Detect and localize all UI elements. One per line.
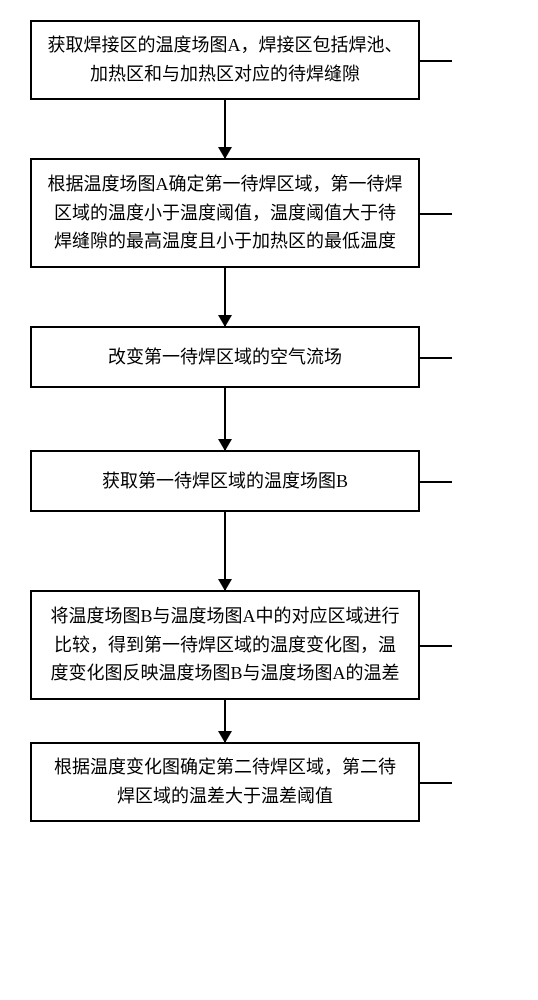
step-box-50: 将温度场图B与温度场图A中的对应区域进行比较，得到第一待焊区域的温度变化图，温度…: [30, 590, 420, 700]
step-text: 根据温度场图A确定第一待焊区域，第一待焊区域的温度小于温度阈值，温度阈值大于待焊…: [46, 170, 404, 256]
step-text: 获取焊接区的温度场图A，焊接区包括焊池、加热区和与加热区对应的待焊缝隙: [46, 31, 404, 89]
flow-step: 获取第一待焊区域的温度场图B 40: [30, 450, 510, 512]
step-text: 改变第一待焊区域的空气流场: [108, 343, 342, 372]
flow-arrow: [224, 388, 226, 450]
flow-arrow: [224, 268, 226, 326]
step-box-30: 改变第一待焊区域的空气流场: [30, 326, 420, 388]
label-connector: [420, 213, 452, 215]
flow-step: 获取焊接区的温度场图A，焊接区包括焊池、加热区和与加热区对应的待焊缝隙 10: [30, 20, 510, 100]
step-box-20: 根据温度场图A确定第一待焊区域，第一待焊区域的温度小于温度阈值，温度阈值大于待焊…: [30, 158, 420, 268]
label-connector: [420, 481, 452, 483]
flow-arrow: [224, 100, 226, 158]
label-connector: [420, 357, 452, 359]
flow-step: 将温度场图B与温度场图A中的对应区域进行比较，得到第一待焊区域的温度变化图，温度…: [30, 590, 510, 700]
flowchart-container: 获取焊接区的温度场图A，焊接区包括焊池、加热区和与加热区对应的待焊缝隙 10 根…: [30, 20, 510, 822]
flow-arrow: [224, 512, 226, 590]
step-text: 获取第一待焊区域的温度场图B: [102, 467, 348, 496]
flow-step: 根据温度场图A确定第一待焊区域，第一待焊区域的温度小于温度阈值，温度阈值大于待焊…: [30, 158, 510, 268]
flow-arrow: [224, 700, 226, 742]
label-connector: [420, 782, 452, 784]
flow-step: 改变第一待焊区域的空气流场 30: [30, 326, 510, 388]
step-box-10: 获取焊接区的温度场图A，焊接区包括焊池、加热区和与加热区对应的待焊缝隙: [30, 20, 420, 100]
step-box-40: 获取第一待焊区域的温度场图B: [30, 450, 420, 512]
step-text: 将温度场图B与温度场图A中的对应区域进行比较，得到第一待焊区域的温度变化图，温度…: [46, 602, 404, 688]
label-connector: [420, 60, 452, 62]
step-text: 根据温度变化图确定第二待焊区域，第二待焊区域的温差大于温差阈值: [46, 753, 404, 811]
flow-step: 根据温度变化图确定第二待焊区域，第二待焊区域的温差大于温差阈值 60: [30, 742, 510, 822]
label-connector: [420, 645, 452, 647]
step-box-60: 根据温度变化图确定第二待焊区域，第二待焊区域的温差大于温差阈值: [30, 742, 420, 822]
